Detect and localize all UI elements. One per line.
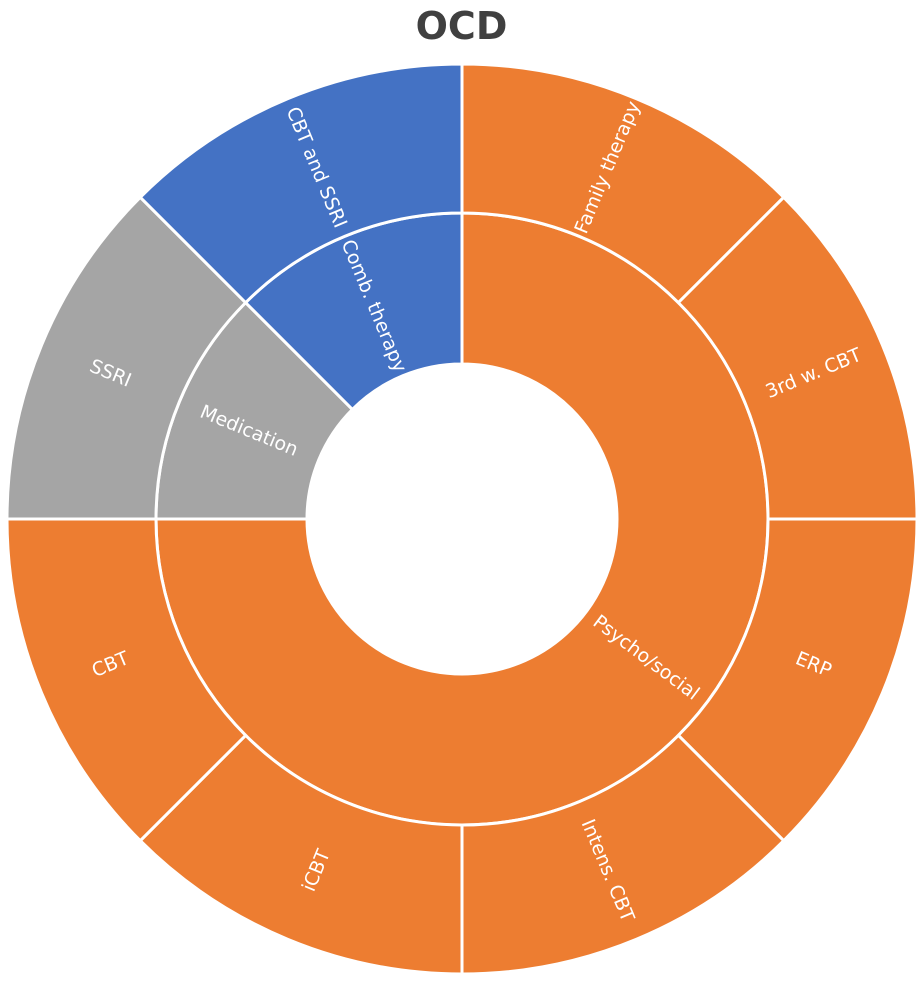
inner-ring	[154, 211, 770, 827]
chart-title: OCD	[415, 4, 508, 48]
outer-ring	[5, 62, 919, 976]
outer-segment-cbt-and-ssri	[138, 62, 464, 305]
